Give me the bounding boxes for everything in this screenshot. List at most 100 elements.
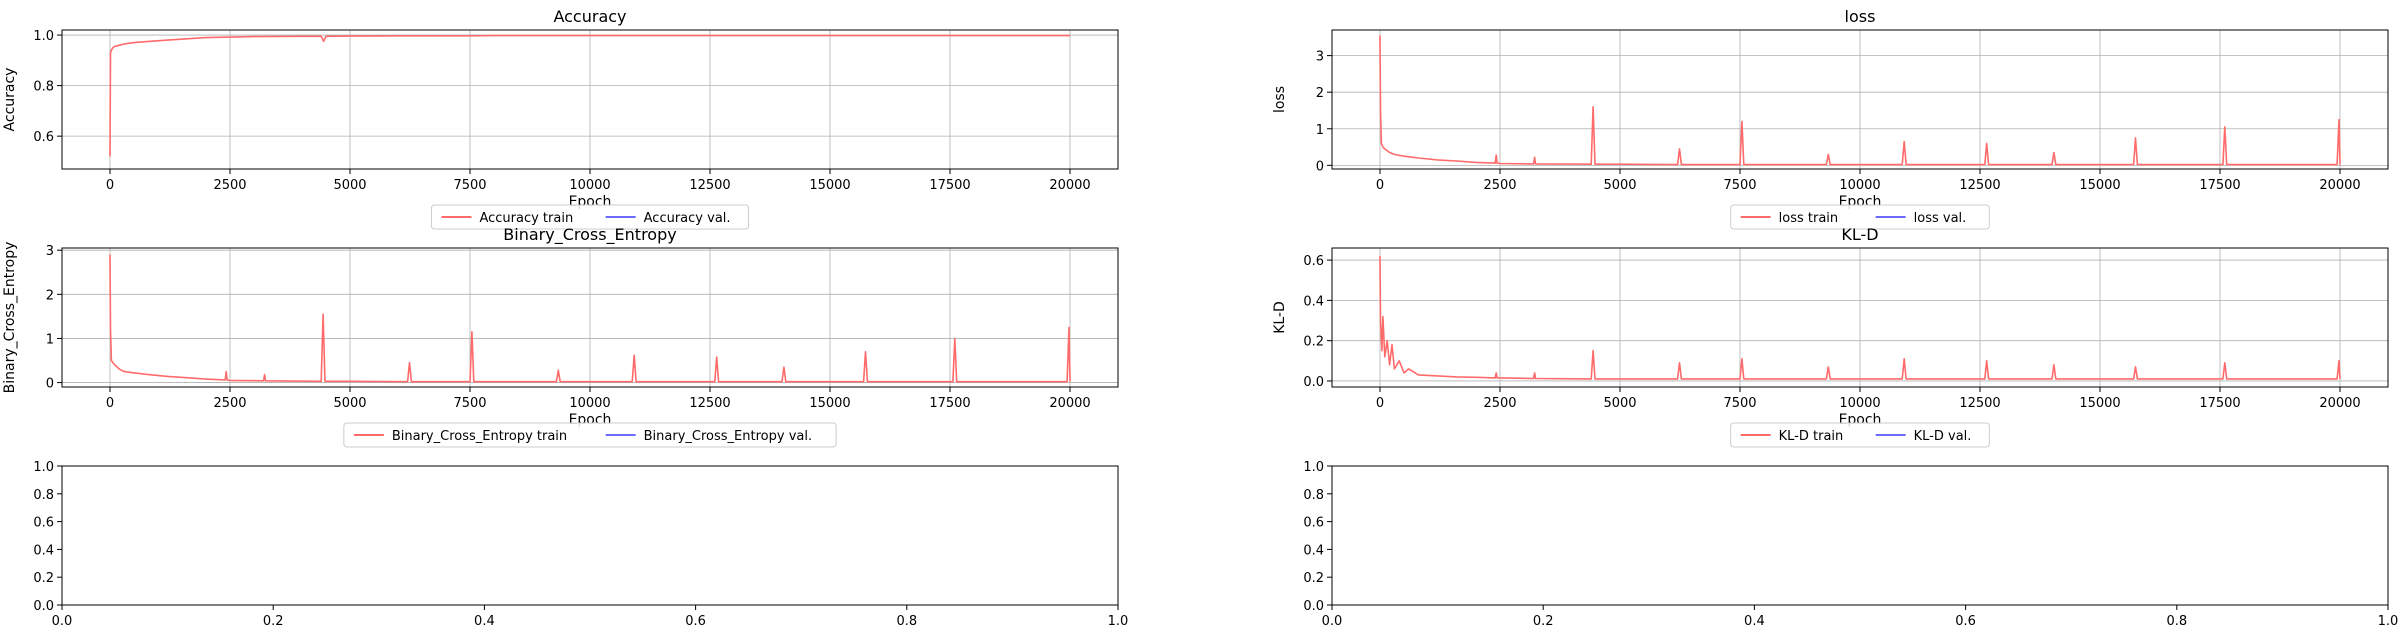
y-tick-label: 1.0 [1303, 460, 1324, 475]
chart-title: Binary_Cross_Entropy [503, 225, 676, 245]
y-tick-label: 1.0 [33, 29, 54, 44]
x-tick-label: 5000 [1603, 396, 1636, 411]
x-tick-label: 0.8 [2166, 614, 2187, 629]
y-tick-label: 0.6 [1303, 254, 1324, 269]
x-tick-label: 0 [106, 178, 114, 193]
legend-box [343, 422, 837, 448]
x-tick-label: 2500 [213, 178, 246, 193]
x-tick-label: 7500 [1723, 178, 1756, 193]
y-axis-label: Binary_Cross_Entropy [2, 242, 18, 394]
x-tick-label: 1.0 [2378, 614, 2399, 629]
y-tick-label: 0.4 [1303, 543, 1324, 558]
x-tick-label: 10000 [569, 178, 610, 193]
x-tick-label: 17500 [2199, 178, 2240, 193]
x-tick-label: 5000 [333, 396, 366, 411]
chart-title: KL-D [1841, 225, 1878, 244]
x-tick-label: 5000 [1603, 178, 1636, 193]
y-tick-label: 1.0 [33, 460, 54, 475]
x-tick-label: 1.0 [1108, 614, 1129, 629]
legend-label: Accuracy val. [644, 211, 731, 226]
x-tick-label: 0.0 [1322, 614, 1343, 629]
y-axis-label: loss [1272, 86, 1288, 113]
legend-box [1730, 422, 1990, 448]
x-tick-label: 0.4 [474, 614, 495, 629]
x-tick-label: 2500 [1483, 178, 1516, 193]
legend-box [430, 204, 750, 230]
legend-label: loss train [1779, 211, 1839, 226]
x-tick-label: 7500 [453, 396, 486, 411]
x-tick-label: 2500 [213, 396, 246, 411]
series-line [109, 34, 1070, 157]
x-tick-label: 0.0 [52, 614, 73, 629]
x-tick-label: 0.2 [263, 614, 284, 629]
y-axis-label: Accuracy [2, 68, 18, 132]
x-tick-label: 0 [106, 396, 114, 411]
legend-box [1730, 204, 1990, 230]
series-line [109, 254, 1071, 383]
y-tick-label: 2 [46, 288, 54, 303]
plot-panel: 0 2500 5000 7500 10000 12500 15000 17500 20000 0.… [2, 7, 1119, 230]
chart-title: loss [1845, 7, 1876, 26]
x-tick-label: 15000 [2079, 396, 2120, 411]
y-tick-label: 3 [46, 244, 54, 259]
x-tick-label: 15000 [2079, 178, 2120, 193]
y-tick-label: 0.4 [33, 543, 54, 558]
x-tick-label: 0 [1376, 396, 1384, 411]
y-tick-label: 0.2 [33, 571, 54, 586]
x-tick-label: 2500 [1483, 396, 1516, 411]
y-tick-label: 0 [1316, 159, 1324, 174]
x-tick-label: 15000 [809, 178, 850, 193]
legend: KL-D train KL-D val. [1730, 422, 1990, 448]
legend: Accuracy train Accuracy val. [430, 204, 750, 230]
x-tick-label: 20000 [1049, 178, 1090, 193]
x-tick-label: 17500 [929, 178, 970, 193]
series-line [1379, 256, 2341, 380]
legend-label: KL-D train [1779, 429, 1844, 444]
y-tick-label: 0.0 [1303, 375, 1324, 390]
x-tick-label: 0 [1376, 178, 1384, 193]
y-tick-label: 1 [1316, 123, 1324, 138]
plot-panel: 0.0 0.2 0.4 0.6 0.8 1.0 0.0 0.2 0.4 0.6 0.8 1.0 [33, 460, 1128, 629]
x-tick-label: 15000 [809, 396, 850, 411]
y-tick-label: 0.6 [1303, 516, 1324, 531]
y-tick-label: 0.6 [33, 130, 54, 145]
x-tick-label: 10000 [569, 396, 610, 411]
plot-panel: 0 2500 5000 7500 10000 12500 15000 17500 20000 0.… [1272, 225, 2389, 448]
legend-label: KL-D val. [1914, 429, 1972, 444]
x-tick-label: 0.2 [1533, 614, 1554, 629]
x-tick-label: 0.8 [896, 614, 917, 629]
x-tick-label: 10000 [1839, 178, 1880, 193]
plot-panel: 0 2500 5000 7500 10000 12500 15000 17500 20000 0 1… [2, 225, 1119, 448]
x-tick-label: 7500 [1723, 396, 1756, 411]
x-tick-label: 12500 [1959, 178, 2000, 193]
plot-panel: 0.0 0.2 0.4 0.6 0.8 1.0 0.0 0.2 0.4 0.6 0.8 1.0 [1303, 460, 2398, 629]
x-tick-label: 20000 [1049, 396, 1090, 411]
plot-panel: 0 2500 5000 7500 10000 12500 15000 17500 20000 0 1… [1272, 7, 2389, 230]
y-tick-label: 0.8 [33, 488, 54, 503]
y-tick-label: 0.6 [33, 516, 54, 531]
y-tick-label: 0.0 [33, 599, 54, 614]
x-tick-label: 17500 [2199, 396, 2240, 411]
y-tick-label: 0.4 [1303, 294, 1324, 309]
y-tick-label: 0.0 [1303, 599, 1324, 614]
x-tick-label: 0.6 [1955, 614, 1976, 629]
x-tick-label: 0.6 [685, 614, 706, 629]
x-tick-label: 12500 [689, 178, 730, 193]
x-tick-label: 5000 [333, 178, 366, 193]
x-tick-label: 17500 [929, 396, 970, 411]
axes-frame [61, 465, 1119, 606]
legend-label: Accuracy train [479, 211, 573, 226]
x-tick-label: 20000 [2319, 396, 2360, 411]
legend: Binary_Cross_Entropy train Binary_Cross_E… [343, 422, 837, 448]
x-tick-label: 20000 [2319, 178, 2360, 193]
x-tick-label: 12500 [1959, 396, 2000, 411]
y-tick-label: 3 [1316, 50, 1324, 65]
chart-title: Accuracy [553, 7, 626, 26]
y-tick-label: 0.8 [1303, 488, 1324, 503]
legend-label: loss val. [1914, 211, 1967, 226]
y-tick-label: 2 [1316, 86, 1324, 101]
legend-label: Binary_Cross_Entropy val. [644, 429, 812, 444]
axes-frame [1331, 465, 2389, 606]
y-tick-label: 0.8 [33, 80, 54, 95]
x-tick-label: 7500 [453, 178, 486, 193]
